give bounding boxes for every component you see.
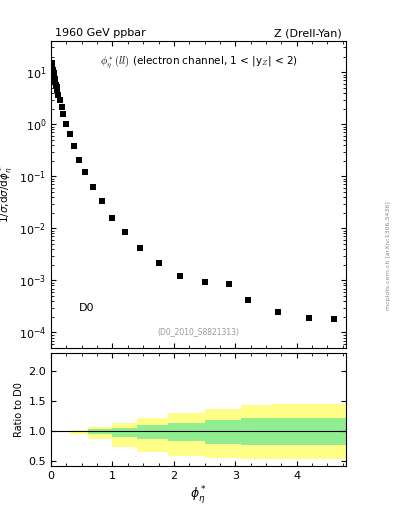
Point [306, 314, 312, 322]
Point [202, 278, 208, 286]
Point [275, 308, 281, 316]
Point [63, 120, 70, 129]
Point [90, 183, 96, 191]
Point [109, 214, 116, 222]
Point [52, 78, 59, 86]
Point [331, 315, 337, 323]
Text: D0: D0 [79, 303, 94, 313]
Text: 1960 GeV ppbar: 1960 GeV ppbar [55, 28, 146, 38]
Point [50, 69, 57, 77]
Point [51, 75, 58, 83]
Point [122, 228, 128, 236]
Point [53, 80, 59, 89]
Point [60, 110, 66, 118]
Point [54, 86, 61, 94]
Text: Z (Drell-Yan): Z (Drell-Yan) [274, 28, 342, 38]
Point [99, 197, 105, 205]
Point [177, 272, 183, 281]
Point [226, 280, 232, 288]
X-axis label: $\phi^*_{\eta}$: $\phi^*_{\eta}$ [190, 483, 207, 505]
Point [50, 66, 56, 74]
Y-axis label: 1/$\sigma$;d$\sigma$/d$\phi^*_\eta$: 1/$\sigma$;d$\sigma$/d$\phi^*_\eta$ [0, 166, 15, 223]
Point [155, 259, 162, 267]
Point [137, 244, 143, 252]
Point [57, 95, 63, 103]
Point [244, 296, 251, 304]
Point [53, 83, 60, 91]
Y-axis label: Ratio to D0: Ratio to D0 [14, 382, 24, 437]
Point [59, 102, 65, 111]
Text: mcplots.cern.ch [arXiv:1306.3436]: mcplots.cern.ch [arXiv:1306.3436] [386, 202, 391, 310]
Point [51, 72, 57, 80]
Point [75, 156, 82, 164]
Point [49, 59, 55, 67]
Point [71, 142, 77, 151]
Text: $\phi^*_{\eta}(ll)$ (electron channel, 1 < |y$_Z$| < 2): $\phi^*_{\eta}(ll)$ (electron channel, 1… [99, 53, 298, 71]
Point [55, 91, 62, 99]
Point [66, 130, 73, 138]
Point [49, 62, 55, 71]
Point [82, 168, 88, 176]
Text: (D0_2010_S8821313): (D0_2010_S8821313) [158, 327, 239, 336]
